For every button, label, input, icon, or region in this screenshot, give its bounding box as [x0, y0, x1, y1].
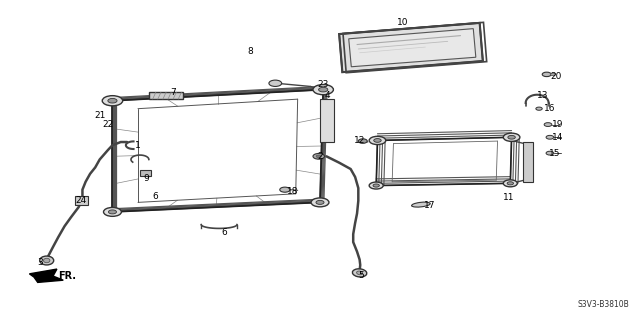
Ellipse shape [412, 202, 430, 207]
Text: 16: 16 [544, 104, 556, 113]
Bar [75, 196, 88, 204]
Circle shape [102, 96, 123, 106]
Circle shape [369, 182, 383, 189]
Polygon shape [29, 269, 63, 282]
Circle shape [373, 184, 380, 187]
Text: S3V3-B3810B: S3V3-B3810B [578, 300, 630, 309]
Text: 9: 9 [143, 174, 149, 183]
Circle shape [104, 207, 122, 216]
Text: 4: 4 [325, 92, 330, 100]
Text: 1: 1 [135, 141, 141, 150]
Text: 10: 10 [397, 19, 409, 27]
Circle shape [550, 73, 556, 76]
Ellipse shape [44, 258, 50, 263]
Ellipse shape [40, 256, 54, 265]
Text: 20: 20 [550, 72, 562, 81]
Circle shape [269, 80, 282, 86]
Text: 21: 21 [94, 111, 106, 120]
Text: 5: 5 [358, 271, 364, 280]
Text: 7: 7 [170, 88, 176, 97]
Circle shape [503, 180, 517, 187]
Text: FR.: FR. [58, 271, 76, 281]
Circle shape [316, 155, 321, 158]
Bar [150, 92, 182, 99]
Text: 3: 3 [37, 258, 43, 267]
Circle shape [546, 135, 554, 139]
Circle shape [313, 85, 333, 95]
Text: 19: 19 [552, 120, 563, 129]
Circle shape [536, 107, 542, 110]
Text: 13: 13 [536, 92, 548, 100]
Text: 6: 6 [152, 191, 158, 201]
Text: 8: 8 [247, 47, 253, 56]
Circle shape [542, 72, 551, 77]
Text: 23: 23 [317, 80, 329, 89]
Circle shape [503, 133, 520, 141]
Circle shape [508, 135, 515, 139]
Bar [523, 142, 533, 182]
Text: 24: 24 [75, 196, 86, 205]
Text: 6: 6 [221, 228, 227, 237]
Circle shape [319, 87, 328, 92]
Text: 12: 12 [354, 136, 365, 145]
Circle shape [546, 151, 554, 155]
Circle shape [108, 99, 117, 103]
Text: 14: 14 [552, 133, 563, 142]
Circle shape [358, 139, 367, 143]
Text: 18: 18 [287, 187, 299, 196]
Circle shape [280, 187, 290, 192]
Text: 17: 17 [424, 201, 436, 210]
Text: 22: 22 [102, 120, 114, 129]
Circle shape [313, 153, 324, 159]
Polygon shape [339, 23, 483, 72]
Circle shape [316, 200, 324, 204]
Ellipse shape [356, 271, 363, 275]
Circle shape [507, 182, 513, 185]
Circle shape [311, 198, 329, 207]
Circle shape [108, 210, 116, 214]
Polygon shape [349, 29, 476, 67]
Bar [140, 170, 152, 176]
Ellipse shape [353, 269, 367, 277]
Bar [320, 99, 334, 142]
Text: 2: 2 [317, 152, 323, 161]
Circle shape [374, 138, 381, 142]
Circle shape [369, 136, 386, 145]
Text: 11: 11 [502, 193, 514, 202]
Circle shape [544, 123, 552, 126]
Text: 15: 15 [549, 149, 561, 158]
